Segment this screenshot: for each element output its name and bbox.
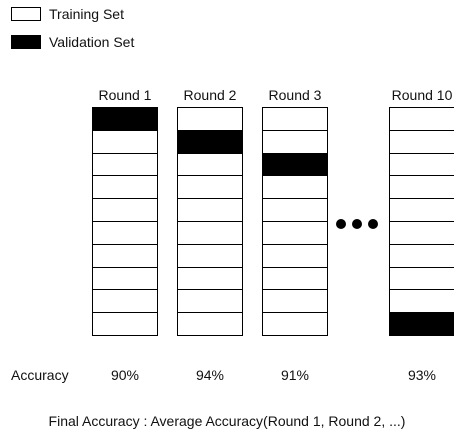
training-fold: [177, 266, 243, 291]
training-fold: [389, 152, 454, 177]
training-fold: [389, 107, 454, 131]
training-fold: [92, 289, 158, 314]
validation-fold: [92, 107, 158, 131]
training-fold: [92, 312, 158, 336]
training-fold: [177, 220, 243, 245]
training-fold: [389, 198, 454, 222]
training-fold: [92, 220, 158, 245]
training-fold: [92, 266, 158, 291]
training-fold: [177, 175, 243, 200]
accuracy-round-2: 94%: [195, 367, 225, 383]
training-fold: [262, 243, 328, 268]
training-swatch: [11, 7, 41, 21]
training-fold: [262, 198, 328, 222]
round-column-1: [92, 107, 158, 336]
training-fold: [389, 289, 454, 314]
round-column-2: [177, 107, 243, 336]
training-fold: [177, 289, 243, 314]
training-fold: [389, 175, 454, 200]
training-fold: [389, 266, 454, 291]
round-title-1: Round 1: [98, 87, 152, 103]
round-column-3: [262, 107, 328, 336]
round-title-10: Round 10: [391, 87, 453, 103]
training-fold: [262, 220, 328, 245]
legend-label-validation: Validation Set: [49, 34, 135, 50]
accuracy-label: Accuracy: [11, 367, 69, 383]
accuracy-round-3: 91%: [280, 367, 310, 383]
final-accuracy-text: Final Accuracy : Average Accuracy(Round …: [48, 413, 406, 429]
training-fold: [92, 152, 158, 177]
accuracy-round-1: 90%: [110, 367, 140, 383]
training-fold: [262, 175, 328, 200]
training-fold: [92, 198, 158, 222]
ellipsis-dots-icon: [336, 219, 378, 229]
validation-swatch: [11, 35, 41, 49]
training-fold: [92, 243, 158, 268]
legend-item-validation: Validation Set: [11, 34, 134, 50]
training-fold: [262, 312, 328, 336]
validation-fold: [389, 312, 454, 336]
training-fold: [177, 198, 243, 222]
dot: [336, 219, 346, 229]
dot: [352, 219, 362, 229]
accuracy-round-10: 93%: [407, 367, 437, 383]
training-fold: [92, 129, 158, 154]
round-title-3: Round 3: [268, 87, 322, 103]
round-title-2: Round 2: [183, 87, 237, 103]
training-fold: [177, 312, 243, 336]
round-column-10: [389, 107, 454, 336]
validation-fold: [262, 152, 328, 177]
training-fold: [177, 243, 243, 268]
validation-fold: [177, 129, 243, 154]
training-fold: [262, 107, 328, 131]
dot: [368, 219, 378, 229]
training-fold: [262, 129, 328, 154]
legend-label-training: Training Set: [49, 6, 124, 22]
training-fold: [262, 266, 328, 291]
training-fold: [389, 220, 454, 245]
training-fold: [262, 289, 328, 314]
training-fold: [177, 152, 243, 177]
training-fold: [389, 129, 454, 154]
training-fold: [92, 175, 158, 200]
legend-item-training: Training Set: [11, 6, 124, 22]
training-fold: [389, 243, 454, 268]
training-fold: [177, 107, 243, 131]
